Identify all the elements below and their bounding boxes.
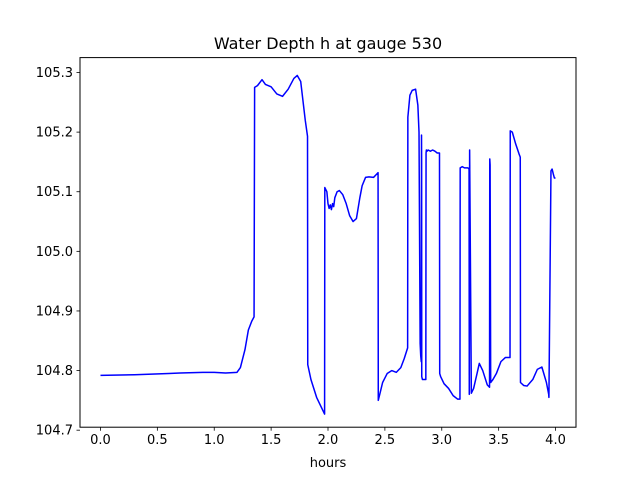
x-tick-label: 1.0 bbox=[204, 433, 225, 448]
y-tick-label: 105.1 bbox=[36, 185, 73, 200]
x-tick-label: 4.0 bbox=[545, 433, 566, 448]
x-tick-label: 3.0 bbox=[431, 433, 452, 448]
x-tick-label: 3.5 bbox=[488, 433, 509, 448]
x-tick-label: 0.0 bbox=[90, 433, 111, 448]
x-tick-label: 0.5 bbox=[147, 433, 168, 448]
y-tick-label: 104.8 bbox=[36, 364, 73, 379]
y-axis-ticks: 104.7 104.8 104.9 105.0 105.1 105.2 105.3 bbox=[36, 66, 80, 439]
y-tick-label: 104.9 bbox=[36, 304, 73, 319]
y-tick-label: 105.2 bbox=[36, 126, 73, 141]
chart-title: Water Depth h at gauge 530 bbox=[214, 34, 442, 53]
plot-area bbox=[80, 57, 576, 428]
y-tick-label: 105.3 bbox=[36, 66, 73, 81]
x-axis-ticks: 0.0 0.5 1.0 1.5 2.0 2.5 3.0 3.5 4.0 bbox=[90, 427, 566, 448]
x-tick-label: 2.0 bbox=[318, 433, 339, 448]
y-tick-label: 105.0 bbox=[36, 245, 73, 260]
series-line-0 bbox=[100, 74, 556, 415]
y-tick-label: 104.7 bbox=[36, 424, 73, 439]
x-axis-title: hours bbox=[310, 456, 347, 471]
plot-frame bbox=[79, 57, 577, 428]
x-tick-label: 2.5 bbox=[375, 433, 396, 448]
series-layer bbox=[100, 74, 556, 415]
x-tick-label: 1.5 bbox=[261, 433, 282, 448]
